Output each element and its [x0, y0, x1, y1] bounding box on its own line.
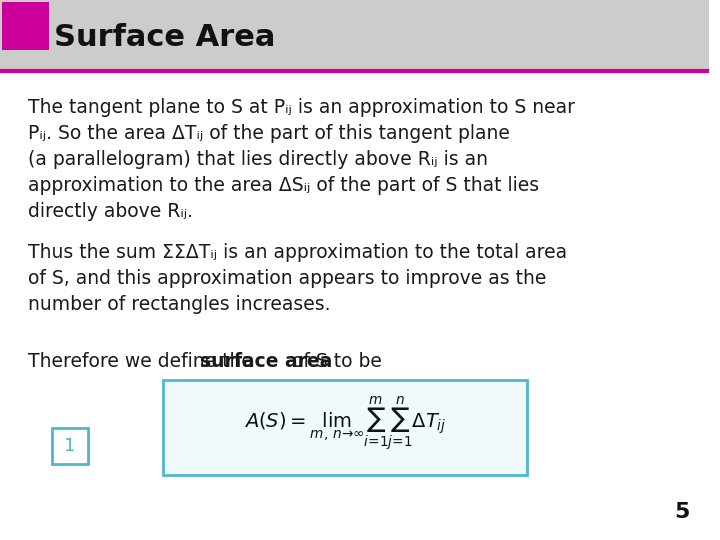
Text: number of rectangles increases.: number of rectangles increases. [27, 295, 330, 314]
Text: of S to be: of S to be [287, 352, 382, 371]
Text: (a parallelogram) that lies directly above Rᵢⱼ is an: (a parallelogram) that lies directly abo… [27, 150, 487, 169]
FancyBboxPatch shape [53, 428, 88, 464]
FancyBboxPatch shape [0, 0, 709, 70]
Text: directly above Rᵢⱼ.: directly above Rᵢⱼ. [27, 202, 192, 221]
Text: surface area: surface area [200, 352, 333, 371]
Text: approximation to the area ΔSᵢⱼ of the part of S that lies: approximation to the area ΔSᵢⱼ of the pa… [27, 176, 539, 195]
Text: Surface Area: Surface Area [54, 24, 276, 52]
Text: Therefore we define the: Therefore we define the [27, 352, 258, 371]
Text: The tangent plane to S at Pᵢⱼ is an approximation to S near: The tangent plane to S at Pᵢⱼ is an appr… [27, 98, 575, 117]
Text: Pᵢⱼ. So the area ΔTᵢⱼ of the part of this tangent plane: Pᵢⱼ. So the area ΔTᵢⱼ of the part of thi… [27, 124, 510, 143]
FancyBboxPatch shape [2, 2, 49, 50]
Text: $A(S) = \lim_{m,\, n\to\infty} \sum_{i=1}^{m} \sum_{j=1}^{n} \Delta T_{ij}$: $A(S) = \lim_{m,\, n\to\infty} \sum_{i=1… [243, 394, 446, 453]
FancyBboxPatch shape [163, 380, 527, 475]
Text: Thus the sum ΣΣΔTᵢⱼ is an approximation to the total area: Thus the sum ΣΣΔTᵢⱼ is an approximation … [27, 243, 567, 262]
Text: of S, and this approximation appears to improve as the: of S, and this approximation appears to … [27, 269, 546, 288]
Text: 5: 5 [674, 502, 690, 522]
Text: 1: 1 [64, 437, 76, 455]
